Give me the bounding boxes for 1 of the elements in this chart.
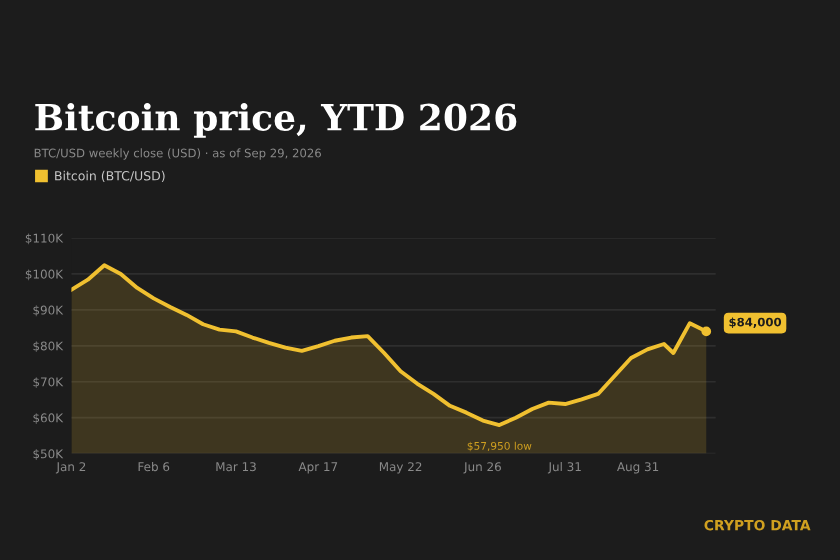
chart-title: Bitcoin price, YTD 2026: [35, 102, 517, 138]
